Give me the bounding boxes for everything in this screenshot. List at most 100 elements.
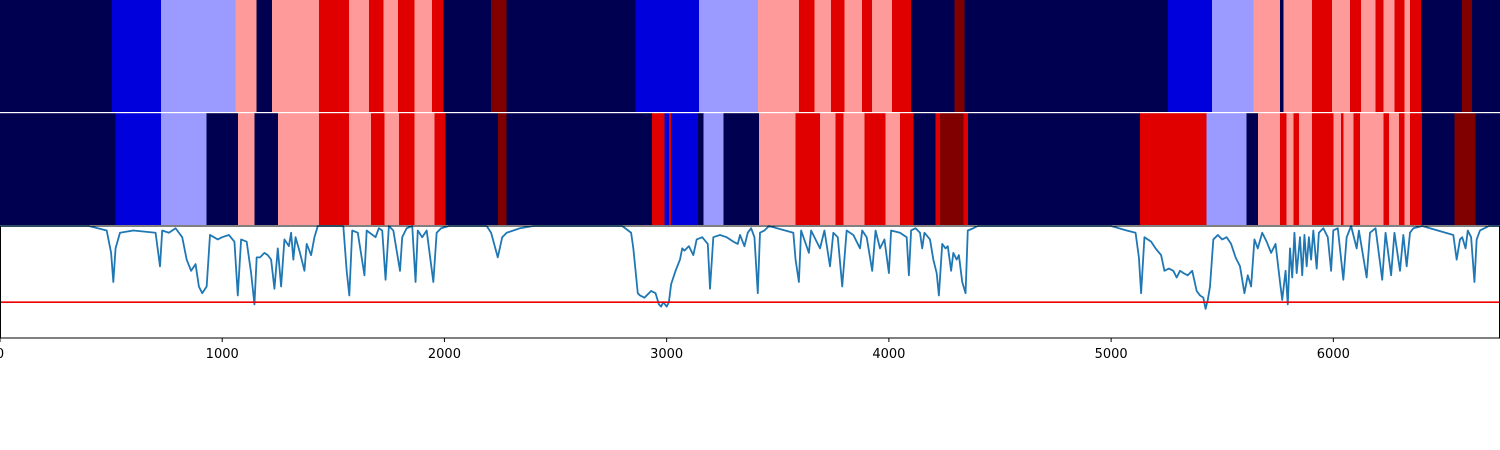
x-tick-label: 1000: [206, 347, 239, 362]
state-segment: [820, 113, 836, 225]
state-segment: [434, 113, 446, 225]
state-segment: [698, 0, 758, 112]
state-segment: [1253, 0, 1280, 112]
state-segment: [1398, 113, 1405, 225]
state-segment: [758, 113, 796, 225]
state-segment: [703, 113, 724, 225]
state-segment: [1167, 0, 1213, 112]
state-segment: [1404, 113, 1410, 225]
state-segment: [892, 0, 912, 112]
state-segment: [964, 0, 1168, 112]
state-segment: [161, 0, 236, 112]
state-segment: [900, 113, 914, 225]
signal-panel: [0, 225, 1500, 339]
state-segment: [237, 113, 255, 225]
state-segment: [398, 113, 415, 225]
state-segment: [664, 113, 669, 225]
state-segment: [1312, 0, 1333, 112]
state-segment: [1353, 113, 1360, 225]
state-segment: [383, 0, 398, 112]
state-segment: [1332, 0, 1350, 112]
state-segment: [652, 113, 665, 225]
state-segment: [967, 113, 1140, 225]
state-segment: [963, 113, 968, 225]
x-tick-label: 2000: [428, 347, 461, 362]
state-segment: [835, 113, 844, 225]
state-segment: [1475, 113, 1500, 225]
state-segment: [277, 113, 287, 225]
state-segment: [384, 113, 399, 225]
state-segment: [1350, 0, 1362, 112]
state-segment: [348, 0, 369, 112]
state-segment: [1286, 113, 1294, 225]
state-segment: [1361, 0, 1376, 112]
state-segment: [1140, 113, 1207, 225]
state-segment: [844, 0, 863, 112]
state-segment: [954, 0, 965, 112]
state-segment: [795, 113, 820, 225]
state-strips: [0, 0, 1500, 225]
state-segment: [1422, 113, 1455, 225]
signal-line: [0, 225, 1500, 310]
state-segment: [256, 0, 273, 112]
state-segment: [831, 0, 845, 112]
state-segment: [1410, 0, 1422, 112]
state-row-1: [0, 0, 1500, 112]
state-segment: [348, 113, 372, 225]
state-segment: [1280, 0, 1284, 112]
state-segment: [864, 113, 886, 225]
state-segment: [1312, 113, 1334, 225]
state-segment: [940, 113, 964, 225]
state-segment: [872, 0, 893, 112]
state-segment: [1212, 0, 1254, 112]
state-segment: [935, 113, 940, 225]
state-segment: [1404, 0, 1410, 112]
state-segment: [506, 0, 636, 112]
state-segment: [1410, 113, 1423, 225]
state-segment: [635, 0, 699, 112]
state-segment: [697, 113, 704, 225]
state-segment: [843, 113, 865, 225]
state-segment: [432, 0, 444, 112]
state-segment: [1462, 0, 1473, 112]
state-segment: [0, 113, 116, 225]
state-segment: [1472, 0, 1500, 112]
state-segment: [911, 0, 955, 112]
state-segment: [497, 113, 507, 225]
state-segment: [913, 113, 936, 225]
state-segment: [1257, 113, 1280, 225]
state-segment: [112, 0, 162, 112]
state-segment: [1360, 113, 1384, 225]
state-segment: [1341, 113, 1344, 225]
state-segment: [668, 113, 672, 225]
state-segment: [397, 0, 415, 112]
state-segment: [206, 113, 209, 225]
state-segment: [1383, 0, 1395, 112]
state-row-2: [0, 113, 1500, 225]
state-segment: [885, 113, 900, 225]
state-segment: [368, 0, 384, 112]
state-segment: [286, 113, 319, 225]
state-segment: [1333, 113, 1342, 225]
state-segment: [1388, 113, 1399, 225]
state-segment: [208, 113, 238, 225]
state-segment: [1375, 0, 1384, 112]
signal-panel-background: [0, 226, 1500, 338]
state-segment: [443, 0, 492, 112]
state-segment: [862, 0, 873, 112]
state-segment: [445, 113, 498, 225]
state-segment: [371, 113, 385, 225]
state-segment: [1293, 113, 1299, 225]
x-axis: 0 1000 2000 3000 4000 5000 6000: [0, 338, 1350, 362]
state-segment: [1421, 0, 1463, 112]
state-segment: [1298, 113, 1313, 225]
state-segment: [1280, 113, 1287, 225]
state-segment: [161, 113, 207, 225]
state-segment: [798, 0, 815, 112]
state-segment: [1206, 113, 1247, 225]
state-segment: [254, 113, 278, 225]
state-segment: [671, 113, 698, 225]
state-segment: [757, 0, 799, 112]
x-tick-label: 0: [0, 347, 4, 362]
